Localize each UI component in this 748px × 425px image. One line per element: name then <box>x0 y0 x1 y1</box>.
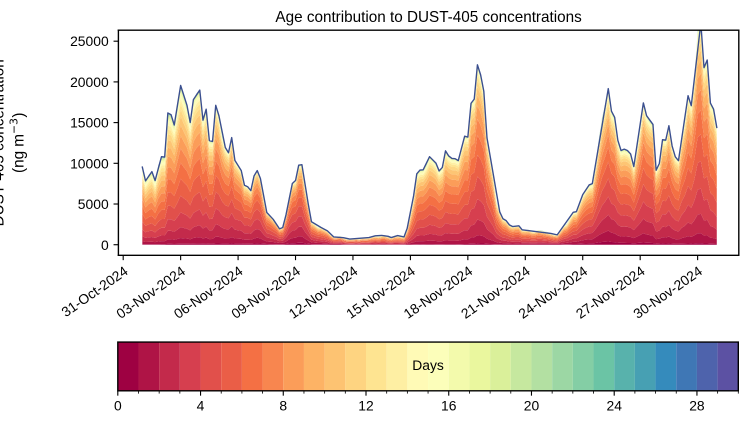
svg-text:16: 16 <box>441 398 457 414</box>
svg-text:8: 8 <box>279 398 287 414</box>
svg-text:20000: 20000 <box>70 74 109 90</box>
svg-text:24: 24 <box>606 398 622 414</box>
svg-text:0: 0 <box>114 398 122 414</box>
svg-text:Age contribution to DUST-405 c: Age contribution to DUST-405 concentrati… <box>275 9 582 26</box>
svg-text:10000: 10000 <box>70 155 109 171</box>
svg-text:15000: 15000 <box>70 115 109 131</box>
svg-text:5000: 5000 <box>78 196 109 212</box>
svg-text:Days: Days <box>412 357 444 373</box>
svg-text:25000: 25000 <box>70 33 109 49</box>
svg-text:28: 28 <box>689 398 705 414</box>
svg-text:4: 4 <box>197 398 205 414</box>
svg-text:0: 0 <box>101 237 109 253</box>
svg-text:12: 12 <box>358 398 374 414</box>
svg-text:20: 20 <box>524 398 540 414</box>
